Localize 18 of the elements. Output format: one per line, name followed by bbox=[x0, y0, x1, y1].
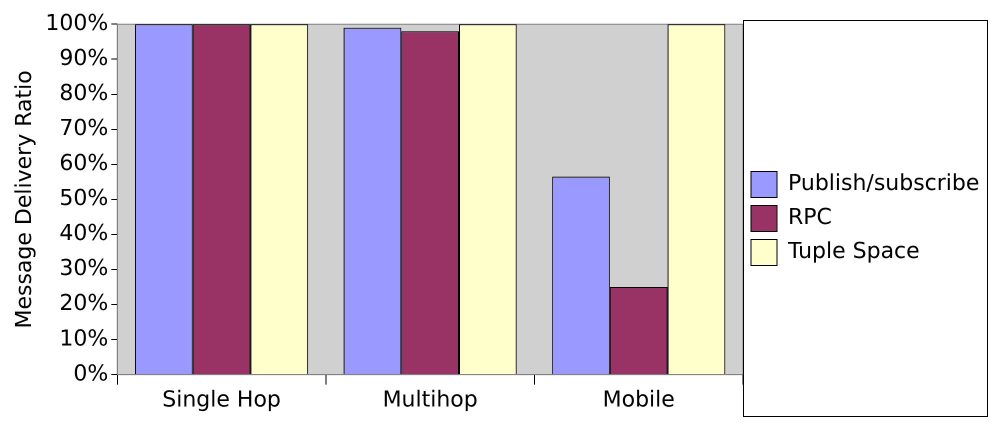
y-tick-label: 20% bbox=[59, 291, 108, 316]
y-tick-label: 30% bbox=[59, 256, 108, 282]
legend-label: RPC bbox=[788, 205, 832, 230]
x-tick-label: Mobile bbox=[602, 388, 675, 413]
y-tick-label: 70% bbox=[59, 116, 108, 142]
y-tick-label: 40% bbox=[59, 221, 108, 246]
y-tick-label: 50% bbox=[59, 186, 108, 212]
legend-label: Publish/subscribe bbox=[788, 171, 980, 196]
x-tick-label: Multihop bbox=[382, 388, 478, 413]
y-tick-label: 0% bbox=[73, 361, 108, 386]
y-tick-label: 80% bbox=[59, 81, 108, 106]
y-tick-label: 60% bbox=[59, 151, 108, 176]
y-tick-label: 10% bbox=[59, 326, 108, 352]
legend-label: Tuple Space bbox=[787, 239, 920, 264]
y-tick-label: 100% bbox=[45, 10, 108, 36]
y-tick-label: 90% bbox=[59, 46, 108, 71]
y-axis-title: Message Delivery Ratio bbox=[12, 70, 37, 329]
x-tick-label: Single Hop bbox=[162, 388, 281, 413]
